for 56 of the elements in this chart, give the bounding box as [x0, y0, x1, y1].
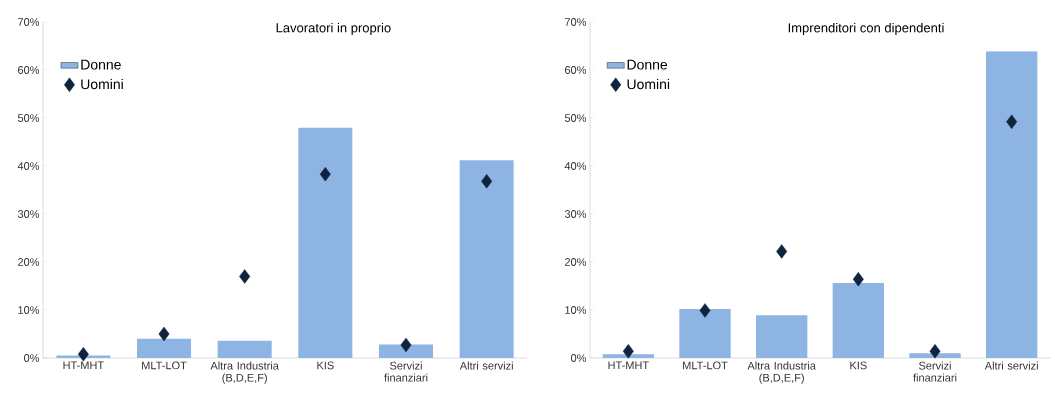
legend-label: Uomini	[627, 78, 670, 90]
y-tick-label: 30%	[17, 210, 40, 218]
y-tick-label: 20%	[18, 258, 40, 266]
y-tick-label: 40%	[564, 162, 587, 170]
x-tick-label: KIS	[317, 361, 334, 370]
bar	[985, 51, 1038, 358]
y-tick-label: 50%	[564, 114, 587, 122]
chart-title: Imprenditori con dipendenti	[788, 22, 944, 36]
point	[699, 303, 711, 318]
x-tick-label: Altri servizi	[984, 361, 1038, 370]
point	[1006, 114, 1018, 130]
legend-label: Donne	[627, 59, 668, 70]
bar	[298, 127, 353, 358]
point	[852, 272, 864, 287]
point	[319, 166, 331, 182]
point	[77, 346, 89, 362]
bar	[602, 354, 655, 358]
x-tick-label: Servizi finanziari	[384, 361, 428, 382]
x-tick-label: Servizi finanziari	[913, 361, 957, 382]
y-tick-label: 40%	[17, 162, 40, 170]
x-tick-label: MLT-LOT	[683, 361, 728, 370]
x-tick-label: Altri servizi	[459, 361, 513, 370]
y-tick-label: 70%	[565, 18, 587, 26]
y-tick-label: 10%	[18, 306, 40, 314]
legend-label: Uomini	[81, 78, 123, 90]
point	[239, 269, 251, 284]
y-tick-label: 60%	[565, 66, 587, 74]
bar	[217, 340, 272, 358]
y-tick-label: 20%	[565, 258, 587, 266]
bar	[755, 315, 808, 358]
y-tick-label: 70%	[18, 18, 40, 26]
x-tick-label: Altra Industria (B,D,E,F)	[747, 361, 816, 384]
y-tick-label: 60%	[18, 66, 40, 74]
chart-title: Lavoratori in proprio	[276, 22, 391, 36]
bar	[832, 283, 885, 358]
point	[929, 344, 941, 359]
bar	[136, 338, 192, 358]
y-tick-label: 0%	[571, 354, 587, 362]
y-tick-label: 10%	[565, 306, 587, 314]
y-tick-label: 30%	[564, 210, 587, 218]
point	[481, 174, 493, 189]
point	[400, 337, 412, 353]
bar	[459, 160, 514, 358]
x-tick-label: HT-MHT	[63, 361, 104, 370]
bar	[679, 309, 731, 358]
point	[776, 244, 788, 259]
bar	[378, 344, 434, 358]
y-tick-label: 50%	[17, 114, 40, 122]
y-tick-label: 0%	[24, 354, 40, 362]
point	[622, 344, 634, 359]
legend-label: Donne	[81, 59, 121, 70]
x-tick-label: HT-MHT	[608, 361, 649, 370]
x-tick-label: KIS	[850, 361, 867, 370]
x-tick-label: Altra Industria (B,D,E,F)	[210, 361, 279, 384]
point	[158, 326, 170, 342]
x-tick-label: MLT-LOT	[142, 361, 187, 370]
